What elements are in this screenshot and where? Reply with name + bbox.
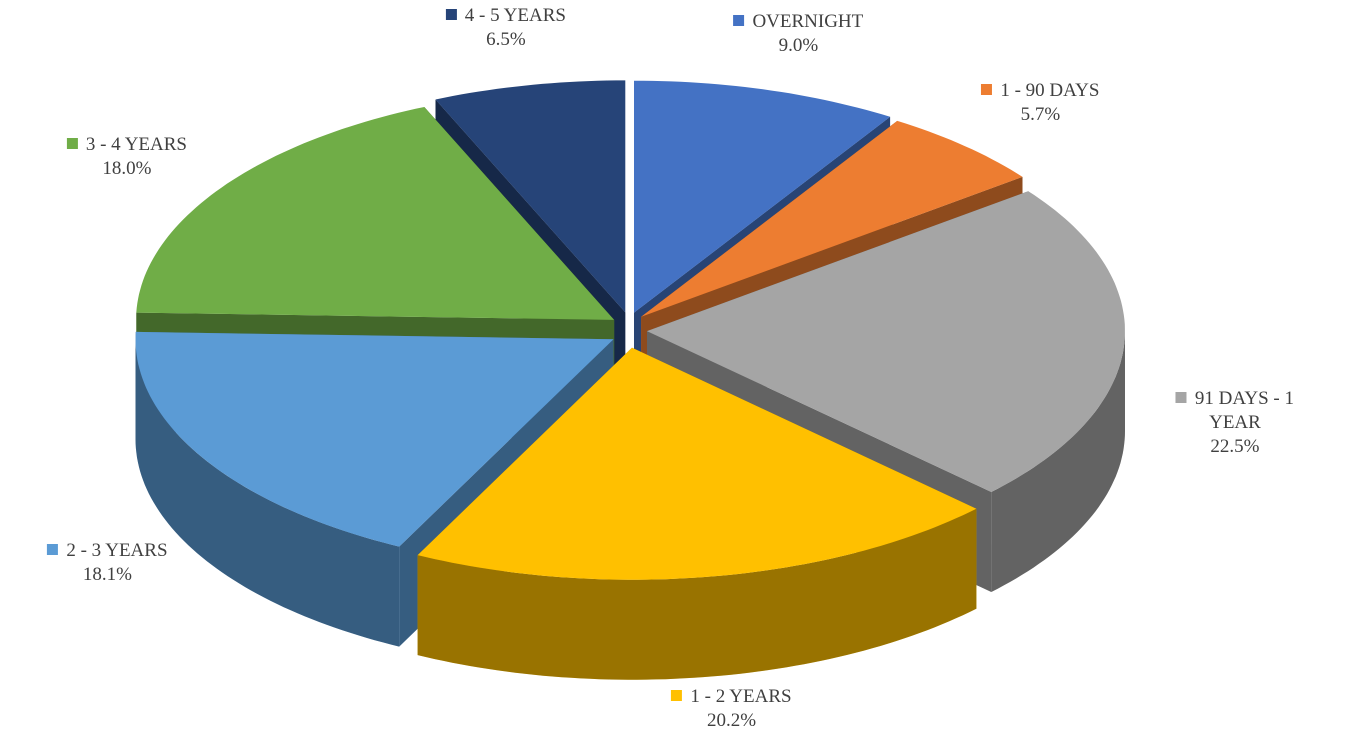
label-name-line: 1 - 2 YEARS bbox=[671, 685, 792, 709]
data-label: 3 - 4 YEARS 18.0% bbox=[66, 133, 187, 181]
label-name-line: 91 DAYS - 1 YEAR bbox=[1168, 387, 1301, 435]
slice-side-shade bbox=[135, 339, 400, 647]
data-label: 1 - 2 YEARS 20.2% bbox=[671, 685, 792, 733]
data-label: 1 - 90 DAYS 5.7% bbox=[981, 79, 1099, 127]
data-label: 4 - 5 YEARS 6.5% bbox=[445, 4, 566, 52]
slice-side bbox=[991, 331, 1125, 592]
value-label: 5.7% bbox=[1020, 104, 1061, 126]
legend-swatch bbox=[1175, 392, 1187, 404]
data-label: 91 DAYS - 1 YEAR 22.5% bbox=[1168, 387, 1301, 459]
category-label: 2 - 3 YEARS bbox=[66, 539, 168, 561]
slice bbox=[634, 80, 891, 313]
value-label: 9.0% bbox=[778, 34, 819, 56]
label-name-line: 3 - 4 YEARS bbox=[66, 133, 187, 157]
data-label: 2 - 3 YEARS 18.1% bbox=[47, 539, 168, 587]
category-label: 4 - 5 YEARS bbox=[464, 4, 566, 26]
slice-side bbox=[135, 339, 400, 647]
slice-side bbox=[417, 508, 977, 680]
value-label: 22.5% bbox=[1210, 436, 1260, 458]
label-name-line: OVERNIGHT bbox=[733, 10, 863, 34]
slice-side-shade bbox=[991, 331, 1125, 592]
legend-swatch bbox=[66, 137, 78, 149]
value-label: 18.1% bbox=[82, 563, 132, 585]
slice bbox=[136, 107, 615, 320]
category-label: OVERNIGHT bbox=[752, 10, 864, 32]
value-label: 18.0% bbox=[102, 157, 152, 179]
legend-swatch bbox=[671, 690, 683, 702]
legend-swatch bbox=[445, 8, 457, 20]
legend-swatch bbox=[733, 14, 745, 26]
legend-swatch bbox=[981, 84, 993, 96]
legend-swatch bbox=[47, 543, 59, 555]
value-label: 20.2% bbox=[706, 710, 757, 732]
label-name-line: 2 - 3 YEARS bbox=[47, 539, 168, 563]
data-label: OVERNIGHT 9.0% bbox=[733, 10, 863, 58]
slice bbox=[417, 347, 977, 580]
category-label: 3 - 4 YEARS bbox=[85, 133, 187, 155]
label-name-line: 1 - 90 DAYS bbox=[981, 79, 1099, 103]
category-label: 1 - 90 DAYS bbox=[1000, 80, 1100, 102]
slice bbox=[135, 331, 614, 547]
category-label: 91 DAYS - 1 YEAR bbox=[1194, 388, 1294, 434]
slice-side-shade bbox=[417, 508, 977, 680]
slice bbox=[641, 120, 1023, 317]
slice bbox=[435, 80, 626, 313]
label-name-line: 4 - 5 YEARS bbox=[445, 4, 566, 28]
slice bbox=[647, 191, 1125, 492]
category-label: 1 - 2 YEARS bbox=[690, 686, 792, 708]
value-label: 6.5% bbox=[486, 28, 526, 50]
